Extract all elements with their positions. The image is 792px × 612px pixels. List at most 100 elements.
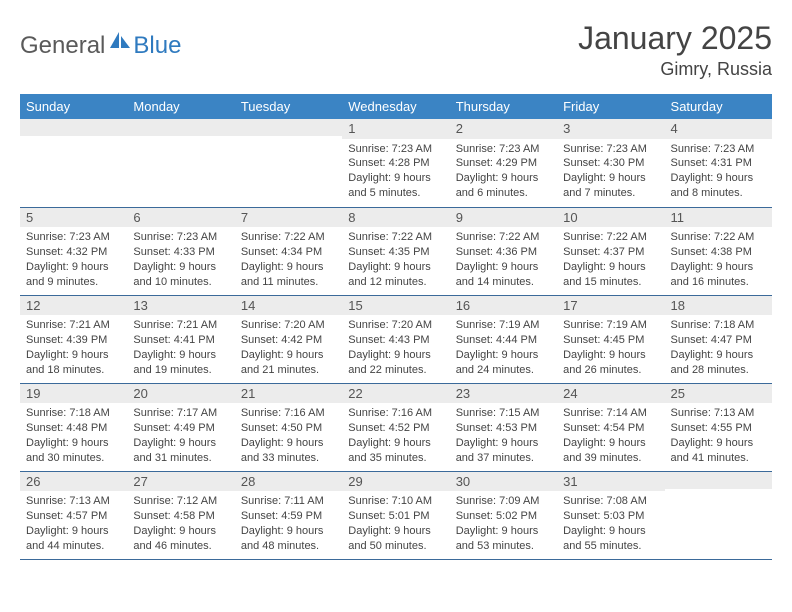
sunset-text: Sunset: 4:48 PM	[26, 421, 121, 436]
sunrise-text: Sunrise: 7:21 AM	[26, 318, 121, 333]
daylight-text: Daylight: 9 hours and 15 minutes.	[563, 260, 658, 290]
day-details: Sunrise: 7:23 AMSunset: 4:29 PMDaylight:…	[450, 139, 557, 205]
calendar-page: General Blue January 2025 Gimry, Russia …	[0, 0, 792, 570]
calendar-day-cell: 6Sunrise: 7:23 AMSunset: 4:33 PMDaylight…	[127, 207, 234, 295]
sunset-text: Sunset: 4:54 PM	[563, 421, 658, 436]
day-details: Sunrise: 7:08 AMSunset: 5:03 PMDaylight:…	[557, 491, 664, 557]
day-details: Sunrise: 7:18 AMSunset: 4:47 PMDaylight:…	[665, 315, 772, 381]
sunset-text: Sunset: 4:42 PM	[241, 333, 336, 348]
day-details: Sunrise: 7:12 AMSunset: 4:58 PMDaylight:…	[127, 491, 234, 557]
daylight-text: Daylight: 9 hours and 48 minutes.	[241, 524, 336, 554]
sunrise-text: Sunrise: 7:19 AM	[563, 318, 658, 333]
calendar-day-cell: 25Sunrise: 7:13 AMSunset: 4:55 PMDayligh…	[665, 383, 772, 471]
day-number: 12	[20, 296, 127, 316]
daylight-text: Daylight: 9 hours and 18 minutes.	[26, 348, 121, 378]
day-number: 8	[342, 208, 449, 228]
sunset-text: Sunset: 4:44 PM	[456, 333, 551, 348]
calendar-day-cell: 2Sunrise: 7:23 AMSunset: 4:29 PMDaylight…	[450, 119, 557, 207]
daylight-text: Daylight: 9 hours and 14 minutes.	[456, 260, 551, 290]
day-number: 26	[20, 472, 127, 492]
day-number: 22	[342, 384, 449, 404]
sunset-text: Sunset: 4:38 PM	[671, 245, 766, 260]
sunrise-text: Sunrise: 7:23 AM	[26, 230, 121, 245]
day-number: 11	[665, 208, 772, 228]
daylight-text: Daylight: 9 hours and 7 minutes.	[563, 171, 658, 201]
daylight-text: Daylight: 9 hours and 6 minutes.	[456, 171, 551, 201]
sunrise-text: Sunrise: 7:13 AM	[26, 494, 121, 509]
sunset-text: Sunset: 4:43 PM	[348, 333, 443, 348]
sunset-text: Sunset: 4:36 PM	[456, 245, 551, 260]
day-number: 18	[665, 296, 772, 316]
title-block: January 2025 Gimry, Russia	[578, 20, 772, 80]
sunrise-text: Sunrise: 7:20 AM	[241, 318, 336, 333]
calendar-day-cell: 20Sunrise: 7:17 AMSunset: 4:49 PMDayligh…	[127, 383, 234, 471]
calendar-day-cell: 24Sunrise: 7:14 AMSunset: 4:54 PMDayligh…	[557, 383, 664, 471]
calendar-day-cell: 9Sunrise: 7:22 AMSunset: 4:36 PMDaylight…	[450, 207, 557, 295]
day-number	[665, 472, 772, 489]
daylight-text: Daylight: 9 hours and 37 minutes.	[456, 436, 551, 466]
sunset-text: Sunset: 4:49 PM	[133, 421, 228, 436]
sunset-text: Sunset: 4:55 PM	[671, 421, 766, 436]
sunrise-text: Sunrise: 7:09 AM	[456, 494, 551, 509]
header: General Blue January 2025 Gimry, Russia	[20, 20, 772, 80]
sunset-text: Sunset: 4:57 PM	[26, 509, 121, 524]
daylight-text: Daylight: 9 hours and 8 minutes.	[671, 171, 766, 201]
calendar-week-row: 1 Sunrise: 7:23 AM Sunset: 4:28 PM Daylight…	[20, 119, 772, 207]
sunset-text: Sunset: 4:37 PM	[563, 245, 658, 260]
day-details: Sunrise: 7:23 AMSunset: 4:32 PMDaylight:…	[20, 227, 127, 293]
day-details: Sunrise: 7:13 AMSunset: 4:55 PMDaylight:…	[665, 403, 772, 469]
calendar-day-cell: 29Sunrise: 7:10 AMSunset: 5:01 PMDayligh…	[342, 471, 449, 559]
sunset-text: Sunset: 5:03 PM	[563, 509, 658, 524]
sunset-text: Sunset: 4:47 PM	[671, 333, 766, 348]
sunset-text: Sunset: 4:28 PM	[348, 156, 443, 171]
calendar-table: Sunday Monday Tuesday Wednesday Thursday…	[20, 94, 772, 560]
day-details: Sunrise: 7:15 AMSunset: 4:53 PMDaylight:…	[450, 403, 557, 469]
day-details: Sunrise: 7:10 AMSunset: 5:01 PMDaylight:…	[342, 491, 449, 557]
sunset-text: Sunset: 4:32 PM	[26, 245, 121, 260]
sunrise-text: Sunrise: 7:11 AM	[241, 494, 336, 509]
calendar-day-cell: 3Sunrise: 7:23 AMSunset: 4:30 PMDaylight…	[557, 119, 664, 207]
sunset-text: Sunset: 4:41 PM	[133, 333, 228, 348]
sunrise-text: Sunrise: 7:21 AM	[133, 318, 228, 333]
calendar-day-cell: 30Sunrise: 7:09 AMSunset: 5:02 PMDayligh…	[450, 471, 557, 559]
calendar-day-cell	[235, 119, 342, 207]
sunrise-text: Sunrise: 7:16 AM	[241, 406, 336, 421]
day-details: Sunrise: 7:22 AMSunset: 4:38 PMDaylight:…	[665, 227, 772, 293]
calendar-day-cell: 18Sunrise: 7:18 AMSunset: 4:47 PMDayligh…	[665, 295, 772, 383]
daylight-text: Daylight: 9 hours and 21 minutes.	[241, 348, 336, 378]
calendar-day-cell: 17Sunrise: 7:19 AMSunset: 4:45 PMDayligh…	[557, 295, 664, 383]
calendar-day-cell: 31Sunrise: 7:08 AMSunset: 5:03 PMDayligh…	[557, 471, 664, 559]
calendar-day-cell: 26Sunrise: 7:13 AMSunset: 4:57 PMDayligh…	[20, 471, 127, 559]
sunrise-text: Sunrise: 7:19 AM	[456, 318, 551, 333]
calendar-day-cell: 13Sunrise: 7:21 AMSunset: 4:41 PMDayligh…	[127, 295, 234, 383]
calendar-day-cell: 11Sunrise: 7:22 AMSunset: 4:38 PMDayligh…	[665, 207, 772, 295]
daylight-text: Daylight: 9 hours and 46 minutes.	[133, 524, 228, 554]
day-number: 24	[557, 384, 664, 404]
sunrise-text: Sunrise: 7:18 AM	[671, 318, 766, 333]
sunrise-text: Sunrise: 7:23 AM	[563, 142, 658, 157]
sunset-text: Sunset: 4:39 PM	[26, 333, 121, 348]
day-number: 9	[450, 208, 557, 228]
calendar-day-cell: 27Sunrise: 7:12 AMSunset: 4:58 PMDayligh…	[127, 471, 234, 559]
calendar-day-cell: 16Sunrise: 7:19 AMSunset: 4:44 PMDayligh…	[450, 295, 557, 383]
day-number: 25	[665, 384, 772, 404]
sunrise-text: Sunrise: 7:22 AM	[671, 230, 766, 245]
day-number: 14	[235, 296, 342, 316]
weekday-header: Monday	[127, 94, 234, 119]
sunrise-text: Sunrise: 7:14 AM	[563, 406, 658, 421]
day-details: Sunrise: 7:22 AMSunset: 4:36 PMDaylight:…	[450, 227, 557, 293]
sunset-text: Sunset: 4:53 PM	[456, 421, 551, 436]
day-number	[127, 119, 234, 136]
day-number: 31	[557, 472, 664, 492]
logo-text-general: General	[20, 32, 105, 60]
sunset-text: Sunset: 4:45 PM	[563, 333, 658, 348]
day-number: 1	[342, 119, 449, 139]
day-details: Sunrise: 7:09 AMSunset: 5:02 PMDaylight:…	[450, 491, 557, 557]
location-label: Gimry, Russia	[578, 59, 772, 80]
daylight-text: Daylight: 9 hours and 22 minutes.	[348, 348, 443, 378]
day-details: Sunrise: 7:23 AMSunset: 4:30 PMDaylight:…	[557, 139, 664, 205]
day-number: 19	[20, 384, 127, 404]
sunset-text: Sunset: 4:29 PM	[456, 156, 551, 171]
calendar-week-row: 19Sunrise: 7:18 AMSunset: 4:48 PMDayligh…	[20, 383, 772, 471]
sunset-text: Sunset: 4:52 PM	[348, 421, 443, 436]
